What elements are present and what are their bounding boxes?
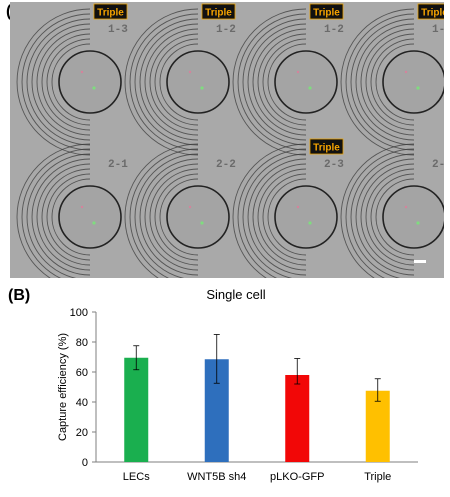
bar-chart: Single cell Capture efficiency (%) 0 20 40… [57, 287, 418, 483]
x-tick-label: pLKO-GFP [270, 471, 324, 483]
triple-tag: Triple [417, 3, 444, 20]
triple-tag: Triple [201, 3, 236, 20]
y-tick-label: 60 [76, 367, 88, 379]
bar [124, 357, 149, 462]
capture-well: 1-2 Triple [124, 3, 236, 156]
chart-title: Single cell [206, 287, 265, 302]
well-code: 2-4 [432, 159, 444, 171]
error-bar [374, 378, 381, 402]
svg-text:Triple: Triple [313, 143, 340, 154]
y-tick-label: 100 [70, 307, 88, 319]
well-code: 1-4 [432, 24, 444, 36]
svg-text:Triple: Triple [97, 8, 124, 19]
svg-text:Triple: Triple [205, 8, 232, 19]
y-tick-label: 0 [82, 457, 88, 469]
capture-well: 1-4 Triple [340, 3, 444, 156]
triple-tag: Triple [309, 3, 344, 20]
y-tick-label: 80 [76, 337, 88, 349]
capture-well: 2-1 [16, 143, 128, 278]
well-code: 1-2 [216, 24, 236, 36]
svg-text:Triple: Triple [421, 8, 444, 19]
y-tick-label: 40 [76, 397, 88, 409]
y-tick-label: 20 [76, 427, 88, 439]
capture-well: 2-2 [124, 143, 236, 278]
capture-well: 2-4 [340, 143, 444, 278]
panel-b-label: (B) [8, 287, 31, 304]
x-tick-label: LECs [123, 471, 150, 483]
bar [365, 390, 390, 462]
triple-tag: Triple [309, 138, 344, 155]
triple-tag: Triple [93, 3, 128, 20]
well-code: 2-2 [216, 159, 236, 171]
well-code: 2-3 [324, 159, 344, 171]
scale-bar [414, 260, 426, 263]
x-tick-label: Triple [364, 471, 391, 483]
well-code: 1-2 [324, 24, 344, 36]
bar [285, 375, 310, 462]
error-bar [294, 358, 301, 385]
error-bar [133, 345, 140, 371]
capture-well: 2-3 Triple [232, 138, 344, 278]
well-code: 2-1 [108, 159, 128, 171]
x-tick-label: WNT5B sh4 [187, 471, 246, 483]
well-code: 1-3 [108, 24, 128, 36]
error-bar [213, 334, 220, 384]
svg-text:Triple: Triple [313, 8, 340, 19]
y-axis-label: Capture efficiency (%) [57, 333, 69, 441]
micrograph-image: 1-3 Triple 1-2 Triple 1-2 Triple 1-4 Triple 2-1 2… [10, 2, 444, 278]
capture-well: 1-2 Triple [232, 3, 344, 156]
capture-well: 1-3 Triple [16, 3, 128, 156]
